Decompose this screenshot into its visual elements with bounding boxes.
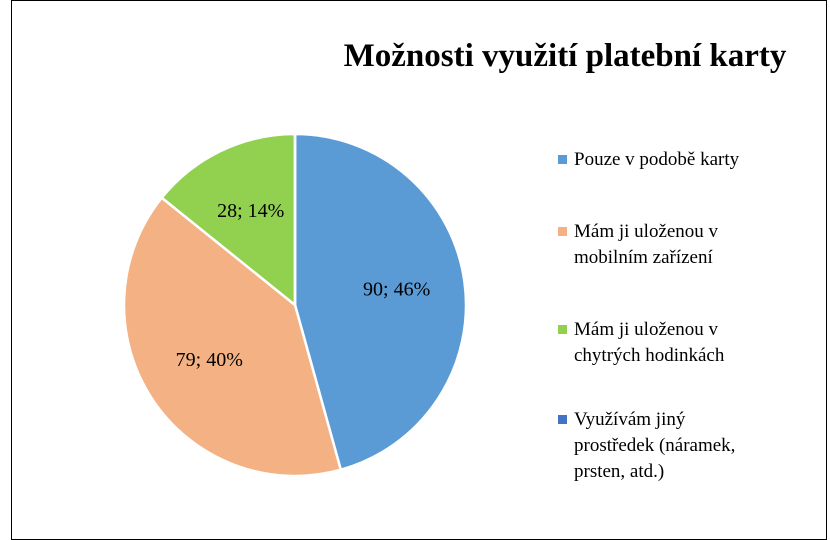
legend-label: Využívám jiný prostředek (náramek, prste… [574, 409, 736, 482]
legend-swatch [558, 227, 567, 236]
legend-swatch [558, 325, 567, 334]
pie-slice [293, 132, 468, 472]
pie-slice [122, 196, 343, 478]
legend-label: Pouze v podobě karty [574, 149, 740, 170]
legend-swatch [558, 155, 567, 164]
data-label: 90; 46% [363, 279, 430, 301]
data-label: 79; 40% [176, 349, 243, 371]
legend-label: Mám ji uloženou v chytrých hodinkách [574, 319, 725, 366]
pie-area: 90; 46% 79; 40% 28; 14% [122, 132, 468, 478]
legend-item: Pouze v podobě karty [558, 147, 758, 173]
pie-slice [160, 132, 297, 308]
legend-swatch [558, 415, 567, 424]
legend-item: Využívám jiný prostředek (náramek, prste… [558, 407, 758, 485]
legend-item: Mám ji uloženou v chytrých hodinkách [558, 317, 758, 369]
legend-item: Mám ji uloženou v mobilním zařízení [558, 219, 758, 271]
data-label: 28; 14% [217, 200, 284, 222]
chart-title: Možnosti využití platební karty [343, 38, 787, 74]
legend-label: Mám ji uloženou v mobilním zařízení [574, 221, 719, 268]
